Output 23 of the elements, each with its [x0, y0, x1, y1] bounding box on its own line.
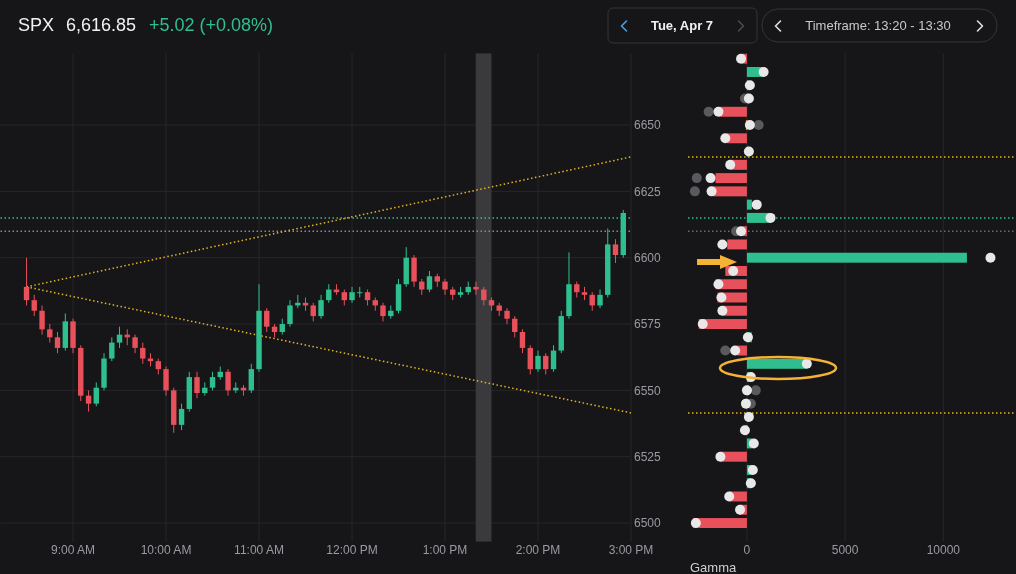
- text: Timeframe: 13:20 - 13:30: [805, 18, 951, 33]
- x-tick-label: 9:00 AM: [51, 542, 96, 557]
- text: +5.02 (+0.08%): [149, 15, 274, 35]
- x-tick-label: 11:00 AM: [234, 542, 284, 557]
- y-tick-label: 6500: [634, 516, 662, 531]
- y-tick-label: 6600: [634, 250, 662, 265]
- y-tick-label: 6575: [634, 317, 662, 332]
- y-tick-label: 6550: [634, 383, 662, 398]
- x-tick-label: 5000: [831, 542, 859, 557]
- y-tick-label: 6625: [634, 184, 662, 199]
- x-tick-label: 12:00 PM: [326, 542, 378, 557]
- text: Tue, Apr 7: [650, 18, 714, 33]
- y-tick-label: 6650: [634, 118, 662, 133]
- x-tick-label: 2:00 PM: [515, 542, 561, 557]
- y-tick-label: 6525: [634, 449, 662, 464]
- chart-title: SPX: [18, 15, 55, 35]
- x-tick-label: 10:00 AM: [140, 542, 192, 557]
- x-tick-label: 3:00 PM: [608, 542, 654, 557]
- x-tick-label: 0: [743, 542, 751, 557]
- x-tick-label: 1:00 PM: [422, 542, 468, 557]
- x-axis-title: Gamma: [690, 559, 737, 574]
- text: 6,616.85: [66, 15, 137, 35]
- x-tick-label: 10000: [926, 542, 961, 557]
